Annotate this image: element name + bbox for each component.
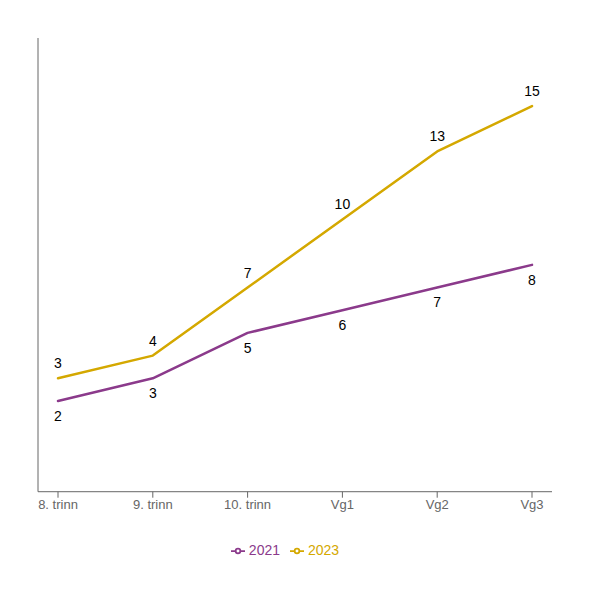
svg-text:6: 6 (339, 317, 347, 333)
svg-text:Vg3: Vg3 (520, 497, 543, 512)
svg-text:Vg1: Vg1 (331, 497, 354, 512)
svg-text:9. trinn: 9. trinn (133, 497, 173, 512)
svg-text:15: 15 (524, 83, 540, 99)
html-text:2023: 2023 (308, 541, 340, 558)
svg-text:7: 7 (433, 294, 441, 310)
svg-text:4: 4 (149, 333, 157, 349)
html-text:2021: 2021 (248, 541, 280, 558)
svg-text:8. trinn: 8. trinn (38, 497, 78, 512)
svg-text:8: 8 (528, 272, 536, 288)
svg-text:5: 5 (244, 340, 252, 356)
svg-text:Vg2: Vg2 (426, 497, 449, 512)
svg-text:3: 3 (54, 355, 62, 371)
svg-text:7: 7 (244, 265, 252, 281)
svg-text:10: 10 (335, 196, 351, 212)
svg-text:13: 13 (429, 128, 445, 144)
svg-text:10. trinn: 10. trinn (224, 497, 271, 512)
svg-text:2: 2 (54, 408, 62, 424)
svg-text:3: 3 (149, 385, 157, 401)
